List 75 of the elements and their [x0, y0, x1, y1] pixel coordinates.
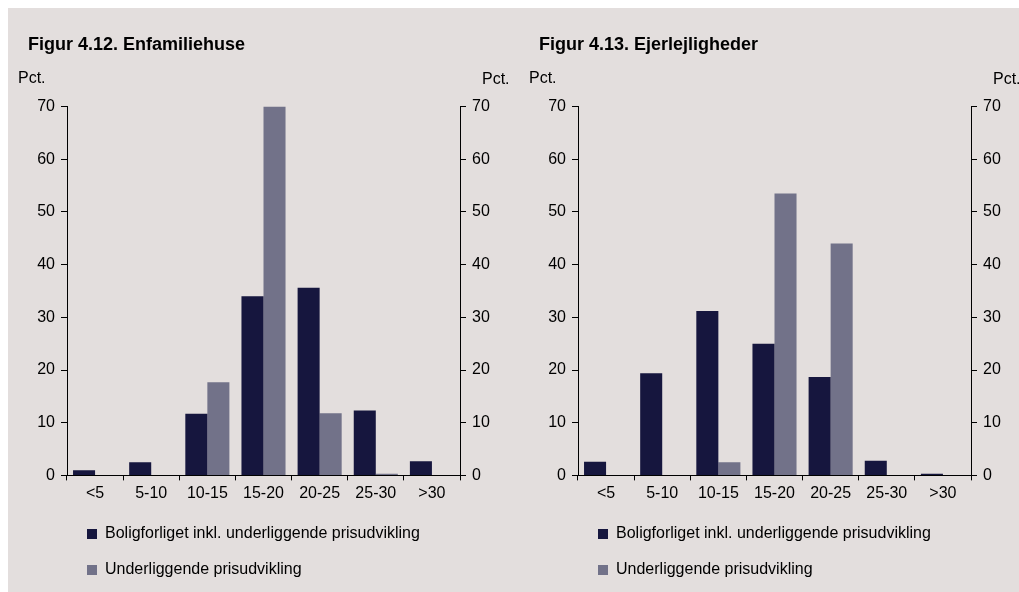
x-tick-label: 25-30: [355, 483, 397, 501]
x-tick-label: 25-30: [866, 483, 908, 501]
bar: [319, 413, 342, 475]
y2-tick-label: 10: [472, 413, 490, 431]
bar: [696, 311, 719, 475]
x-tick-label: >30: [929, 483, 957, 501]
y-tick-label: 20: [548, 360, 567, 378]
chart-title: Figur 4.13. Ejerlejligheder: [539, 33, 759, 54]
y2-tick-label: 70: [983, 97, 1001, 115]
y-tick-label: 40: [37, 255, 56, 273]
y-tick-label: 30: [37, 307, 56, 325]
y-tick-label: 0: [46, 465, 56, 483]
y2-tick-label: 0: [472, 465, 481, 483]
bar: [864, 460, 887, 475]
bar: [808, 376, 831, 475]
y-axis-title: Pct.: [18, 69, 46, 87]
bar: [409, 461, 432, 475]
legend-label: Boligforliget inkl. underliggende prisudvikling: [616, 524, 931, 542]
x-tick-label: <5: [596, 483, 616, 501]
y-tick-label: 60: [548, 149, 567, 167]
y-tick-label: 70: [548, 97, 567, 115]
y-tick-label: 30: [548, 307, 567, 325]
y2-tick-label: 20: [472, 360, 490, 378]
y2-tick-label: 30: [472, 307, 490, 325]
y2-tick-label: 50: [472, 202, 490, 220]
y-tick-label: 10: [548, 413, 567, 431]
x-tick-label: 5-10: [646, 483, 679, 501]
legend-label: Boligforliget inkl. underliggende prisudvikling: [105, 524, 420, 542]
y2-tick-label: 60: [472, 149, 490, 167]
x-tick-label: <5: [85, 483, 105, 501]
y-tick-label: 60: [37, 149, 56, 167]
x-tick-label: 20-25: [299, 483, 341, 501]
y2-tick-label: 50: [983, 202, 1001, 220]
bar: [774, 193, 797, 475]
bar: [353, 410, 376, 475]
x-tick-label: 10-15: [697, 483, 739, 501]
bar: [584, 461, 607, 475]
y2-tick-label: 20: [983, 360, 1001, 378]
bar: [73, 470, 96, 475]
y-axis-title: Pct.: [529, 69, 557, 87]
y2-tick-label: 40: [472, 255, 490, 273]
bar: [185, 413, 208, 475]
y2-tick-label: 40: [983, 255, 1001, 273]
chart-title: Figur 4.12. Enfamiliehuse: [28, 33, 246, 54]
y2-axis-title: Pct.: [993, 70, 1019, 88]
y-tick-label: 10: [37, 413, 56, 431]
x-tick-label: 15-20: [243, 483, 285, 501]
x-tick-label: 5-10: [135, 483, 168, 501]
x-tick-label: 15-20: [754, 483, 796, 501]
bar: [129, 462, 152, 475]
y2-tick-label: 70: [472, 97, 490, 115]
bar: [241, 296, 264, 475]
bar: [752, 343, 775, 475]
x-tick-label: 10-15: [186, 483, 228, 501]
y2-tick-label: 10: [983, 413, 1001, 431]
bar: [718, 462, 741, 475]
y-tick-label: 40: [548, 255, 567, 273]
bar: [640, 373, 663, 475]
y-tick-label: 50: [37, 202, 56, 220]
y2-tick-label: 0: [983, 465, 992, 483]
bar: [207, 382, 230, 475]
bar: [263, 106, 286, 475]
x-tick-label: 20-25: [810, 483, 852, 501]
y-tick-label: 70: [37, 97, 56, 115]
bar: [830, 243, 853, 475]
bar: [297, 287, 320, 475]
y-tick-label: 0: [557, 465, 567, 483]
y2-tick-label: 30: [983, 307, 1001, 325]
y2-axis-title: Pct.: [482, 70, 510, 88]
y-tick-label: 50: [548, 202, 567, 220]
y2-tick-label: 60: [983, 149, 1001, 167]
x-tick-label: >30: [418, 483, 446, 501]
y-tick-label: 20: [37, 360, 56, 378]
legend-label: Underliggende prisudvikling: [105, 560, 302, 578]
legend-label: Underliggende prisudvikling: [616, 560, 813, 578]
